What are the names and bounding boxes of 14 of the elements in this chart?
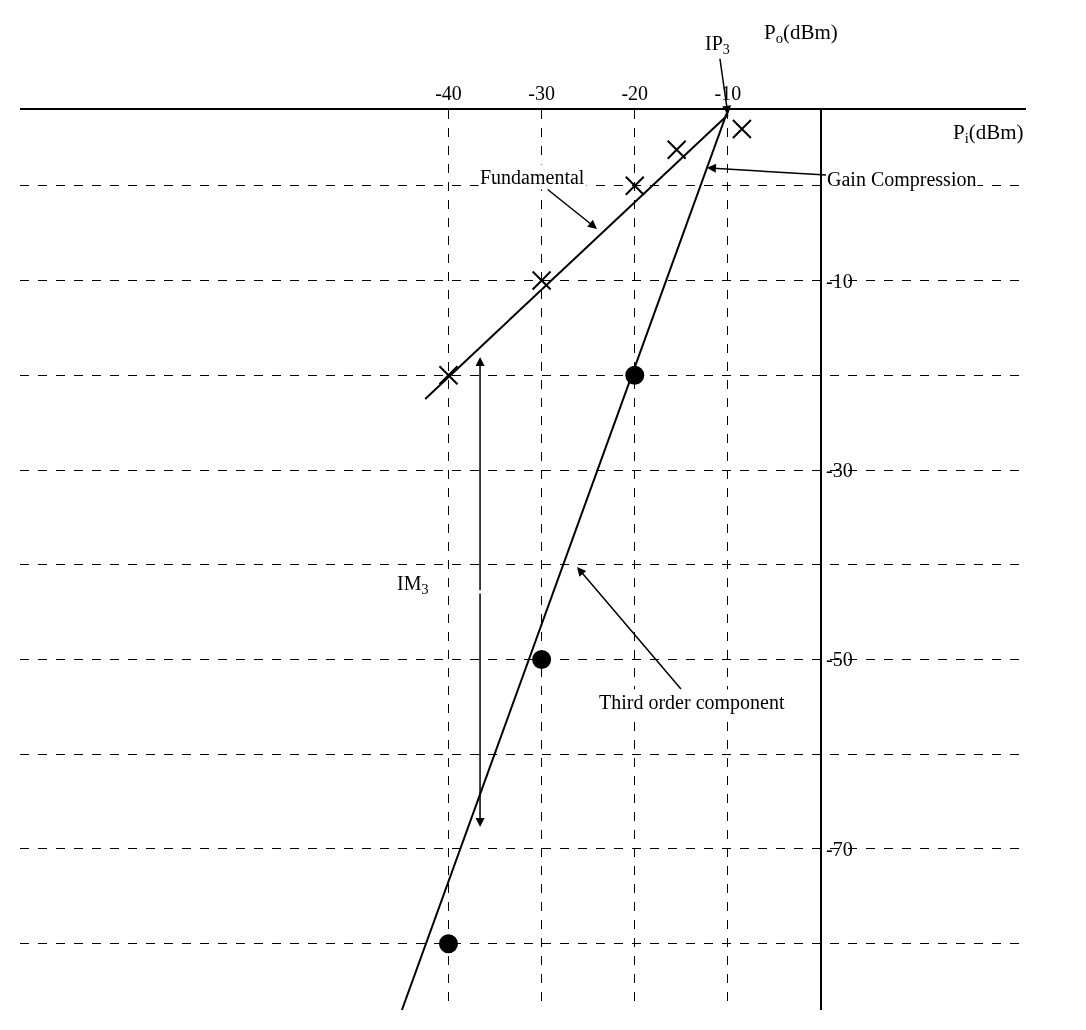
x-tick-label: -40: [435, 82, 462, 104]
annotation: IP$_{3}$: [705, 32, 730, 58]
x-tick-label: -30: [528, 82, 555, 104]
annotation: Gain Compression: [827, 168, 977, 191]
annotation: Third order component: [599, 691, 785, 714]
x-tick-label: -20: [621, 82, 649, 104]
annotation: IM$_{3}$: [397, 572, 429, 598]
y-tick-label: -30: [826, 459, 853, 481]
y-tick-label: -50: [826, 648, 853, 671]
x-axis-title: P$_{i}$(dBm): [953, 120, 1024, 147]
y-tick-label: -10: [826, 269, 853, 292]
annotation: Fundamental: [480, 166, 585, 188]
y-tick-label: -70: [826, 837, 853, 860]
y-axis-title: P$_{o}$(dBm): [764, 20, 838, 47]
